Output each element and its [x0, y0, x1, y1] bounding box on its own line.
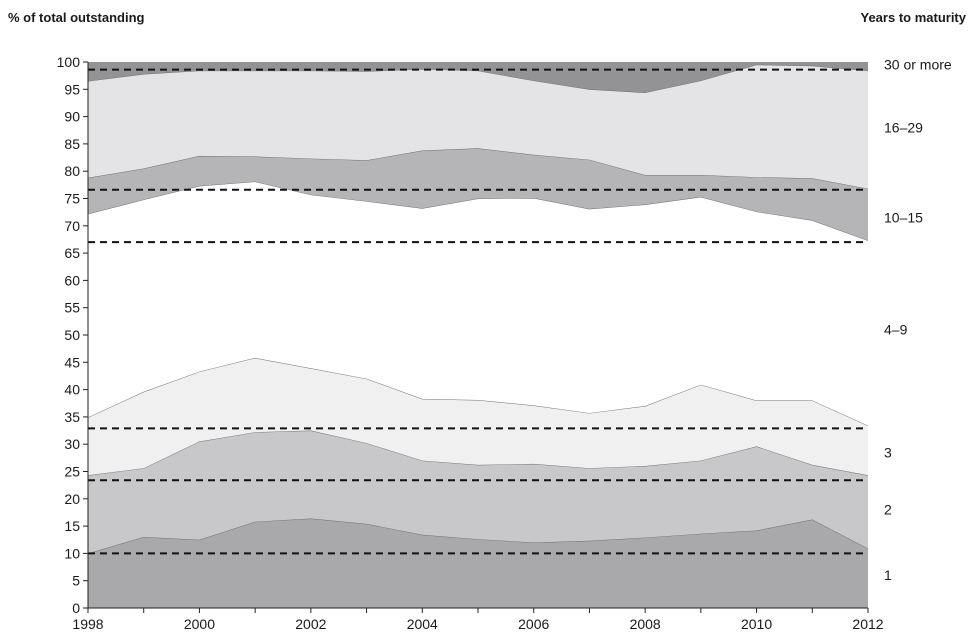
x-tick-label: 2006 — [518, 616, 549, 632]
maturity-bucket-label: 3 — [884, 444, 892, 460]
maturity-bucket-label: 16–29 — [884, 120, 923, 136]
y-tick-label: 100 — [57, 54, 81, 70]
area-band-1 — [88, 518, 868, 608]
x-tick-label: 2010 — [741, 616, 772, 632]
y-tick-label: 80 — [64, 163, 80, 179]
maturity-bucket-label: 2 — [884, 502, 892, 518]
y-tick-label: 55 — [64, 300, 80, 316]
area-band-5 — [88, 148, 868, 241]
y-tick-label: 5 — [72, 573, 80, 589]
y-tick-label: 50 — [64, 327, 80, 343]
maturity-bucket-label: 30 or more — [884, 57, 952, 73]
x-tick-label: 2012 — [852, 616, 883, 632]
area-band-2 — [88, 430, 868, 554]
x-tick-label: 2008 — [630, 616, 661, 632]
x-tick-label: 2000 — [184, 616, 215, 632]
maturity-bucket-label: 4–9 — [884, 322, 908, 338]
maturity-bucket-label: 10–15 — [884, 210, 923, 226]
y-tick-label: 45 — [64, 354, 80, 370]
y-tick-label: 85 — [64, 136, 80, 152]
y-axis-title: % of total outstanding — [8, 10, 145, 25]
y-tick-label: 30 — [64, 436, 80, 452]
y-tick-label: 0 — [72, 600, 80, 616]
right-axis-title: Years to maturity — [860, 10, 967, 25]
y-tick-label: 65 — [64, 245, 80, 261]
x-tick-label: 2002 — [295, 616, 326, 632]
maturity-bucket-label: 1 — [884, 567, 892, 583]
x-tick-label: 1998 — [72, 616, 103, 632]
y-tick-label: 40 — [64, 382, 80, 398]
y-tick-label: 20 — [64, 491, 80, 507]
y-tick-label: 25 — [64, 464, 80, 480]
y-tick-label: 90 — [64, 109, 80, 125]
area-band-6 — [88, 64, 868, 189]
y-tick-label: 70 — [64, 218, 80, 234]
area-band-3 — [88, 357, 868, 476]
y-tick-label: 35 — [64, 409, 80, 425]
y-tick-label: 10 — [64, 545, 80, 561]
y-tick-label: 75 — [64, 191, 80, 207]
y-tick-label: 95 — [64, 81, 80, 97]
y-tick-label: 15 — [64, 518, 80, 534]
y-tick-label: 60 — [64, 272, 80, 288]
x-tick-label: 2004 — [407, 616, 438, 632]
